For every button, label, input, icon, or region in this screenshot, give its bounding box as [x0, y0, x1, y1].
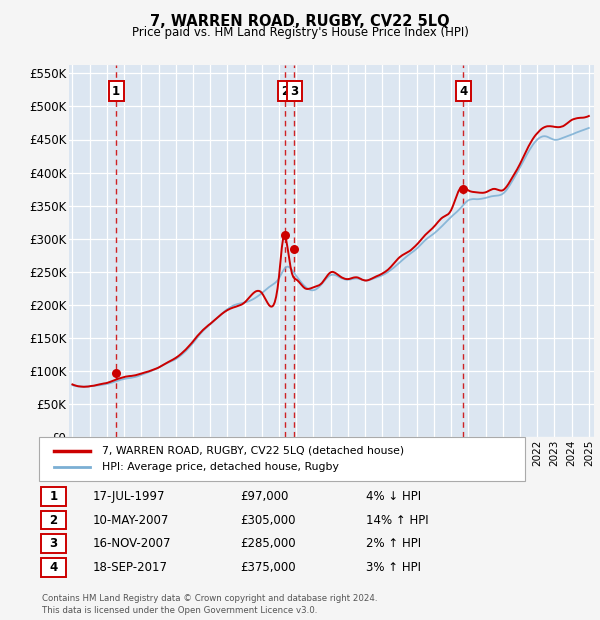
Text: 2% ↑ HPI: 2% ↑ HPI — [366, 538, 421, 550]
Text: 10-MAY-2007: 10-MAY-2007 — [93, 514, 169, 526]
Text: £285,000: £285,000 — [240, 538, 296, 550]
Text: 1: 1 — [49, 490, 58, 503]
Text: Contains HM Land Registry data © Crown copyright and database right 2024.
This d: Contains HM Land Registry data © Crown c… — [42, 594, 377, 615]
Text: 4: 4 — [49, 561, 58, 574]
Text: £305,000: £305,000 — [240, 514, 296, 526]
Text: 4% ↓ HPI: 4% ↓ HPI — [366, 490, 421, 503]
Text: 2: 2 — [281, 85, 289, 97]
Text: 3: 3 — [290, 85, 298, 97]
Text: 4: 4 — [459, 85, 467, 97]
Text: Price paid vs. HM Land Registry's House Price Index (HPI): Price paid vs. HM Land Registry's House … — [131, 26, 469, 39]
Text: HPI: Average price, detached house, Rugby: HPI: Average price, detached house, Rugb… — [102, 462, 339, 472]
Text: £97,000: £97,000 — [240, 490, 289, 503]
Text: 2: 2 — [49, 514, 58, 526]
Text: £375,000: £375,000 — [240, 561, 296, 574]
Text: 16-NOV-2007: 16-NOV-2007 — [93, 538, 172, 550]
Text: 17-JUL-1997: 17-JUL-1997 — [93, 490, 166, 503]
Text: 3% ↑ HPI: 3% ↑ HPI — [366, 561, 421, 574]
Text: 1: 1 — [112, 85, 120, 97]
Text: 14% ↑ HPI: 14% ↑ HPI — [366, 514, 428, 526]
Text: 7, WARREN ROAD, RUGBY, CV22 5LQ: 7, WARREN ROAD, RUGBY, CV22 5LQ — [150, 14, 450, 29]
Text: 7, WARREN ROAD, RUGBY, CV22 5LQ (detached house): 7, WARREN ROAD, RUGBY, CV22 5LQ (detache… — [102, 446, 404, 456]
Text: 18-SEP-2017: 18-SEP-2017 — [93, 561, 168, 574]
Text: 3: 3 — [49, 538, 58, 550]
